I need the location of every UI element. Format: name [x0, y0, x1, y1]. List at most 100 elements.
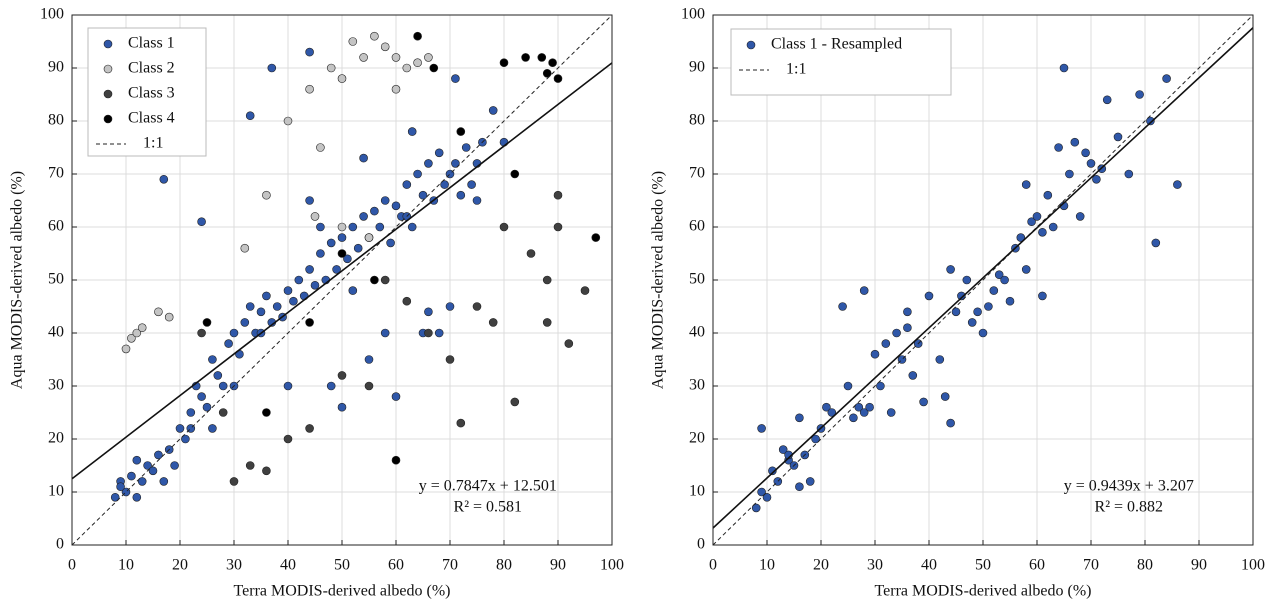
data-point [262, 190, 271, 200]
data-point [164, 312, 174, 322]
data-point [316, 249, 325, 258]
data-point [542, 69, 552, 78]
data-point [499, 58, 509, 68]
data-point [499, 222, 509, 232]
fit-r-squared: R² = 0.882 [1095, 499, 1164, 516]
data-point [418, 190, 428, 200]
data-point [391, 84, 401, 94]
x-tick-label: 80 [496, 557, 512, 574]
data-point [337, 371, 347, 380]
data-point [337, 74, 347, 83]
data-point [332, 265, 341, 274]
x-tick-label: 0 [709, 557, 717, 574]
x-tick-label: 30 [867, 557, 883, 574]
data-point [305, 47, 314, 57]
data-point [946, 418, 955, 428]
data-point [805, 477, 815, 486]
data-point [364, 233, 374, 242]
data-point [580, 286, 590, 295]
data-point [132, 328, 142, 338]
data-point [424, 307, 433, 317]
data-point [440, 180, 449, 189]
data-point [202, 318, 212, 327]
data-point [391, 392, 401, 401]
data-point [989, 286, 999, 295]
data-point [229, 328, 239, 338]
data-point [553, 74, 563, 83]
legend-marker [103, 39, 113, 49]
data-point [262, 291, 271, 301]
data-point [305, 84, 314, 94]
data-point [1027, 217, 1036, 226]
data-point [564, 339, 574, 348]
data-point [1135, 90, 1144, 99]
data-point [795, 413, 804, 423]
data-point [811, 434, 820, 444]
y-tick-label: 60 [689, 218, 705, 235]
y-tick-label: 50 [48, 271, 64, 288]
data-point [1075, 212, 1085, 221]
data-point [148, 466, 158, 476]
x-tick-label: 90 [1191, 557, 1207, 574]
data-point [240, 318, 250, 327]
data-point [591, 233, 601, 242]
fit-line [713, 27, 1253, 529]
data-point [348, 37, 358, 46]
data-point [908, 371, 918, 380]
x-tick-label: 100 [600, 557, 624, 574]
data-point [886, 408, 896, 417]
x-axis-label: Terra MODIS-derived albedo (%) [233, 583, 450, 600]
x-tick-label: 100 [1241, 557, 1265, 574]
data-point [391, 201, 401, 211]
data-point [424, 159, 433, 168]
data-point [154, 450, 163, 460]
data-point [272, 302, 282, 311]
plot: 0 10 20 30 40 50 60 70 80 90 100 0 10 20 30 40 50 60 70 80 9… [9, 6, 624, 600]
data-point [859, 408, 869, 417]
data-point [170, 461, 179, 470]
data-point [407, 127, 417, 136]
data-point [159, 175, 169, 184]
legend-label: Class 2 [128, 60, 175, 77]
data-point [434, 148, 444, 158]
data-point [957, 291, 966, 301]
data-point [967, 318, 977, 327]
legend-marker [103, 89, 113, 99]
data-point [499, 137, 509, 147]
data-point [778, 445, 788, 454]
data-point [838, 302, 847, 311]
data-point [424, 328, 433, 338]
y-tick-label: 10 [48, 483, 64, 500]
y-tick-label: 10 [689, 483, 705, 500]
y-tick-label: 30 [689, 377, 705, 394]
x-tick-label: 20 [172, 557, 188, 574]
points [72, 15, 612, 545]
data-point [903, 323, 912, 333]
data-point [1005, 296, 1015, 306]
fit-equation: y = 0.7847x + 12.501 [419, 478, 557, 495]
y-tick-label: 50 [689, 271, 705, 288]
data-point [364, 381, 374, 391]
data-point [795, 482, 804, 492]
legend: Class 1 Class 2 Class 3 Class 4 1:1 [87, 27, 207, 157]
data-point [375, 222, 385, 232]
data-point [849, 413, 858, 423]
data-point [213, 371, 223, 380]
legend-marker [103, 114, 113, 124]
legend-label: Class 3 [128, 85, 175, 102]
data-point [337, 222, 347, 232]
legend-label: Class 1 [128, 35, 175, 52]
data-point [1059, 63, 1069, 73]
data-point [978, 328, 988, 338]
data-point [553, 222, 563, 232]
data-point [1173, 180, 1182, 189]
data-point [380, 275, 390, 285]
data-point [245, 461, 255, 470]
y-tick-label: 40 [689, 324, 705, 341]
data-point [202, 402, 212, 412]
data-point [984, 302, 993, 311]
data-point [1162, 74, 1171, 83]
data-point [424, 53, 433, 62]
data-point [386, 238, 395, 248]
legend-label: Class 1 - Resampled [771, 36, 902, 53]
